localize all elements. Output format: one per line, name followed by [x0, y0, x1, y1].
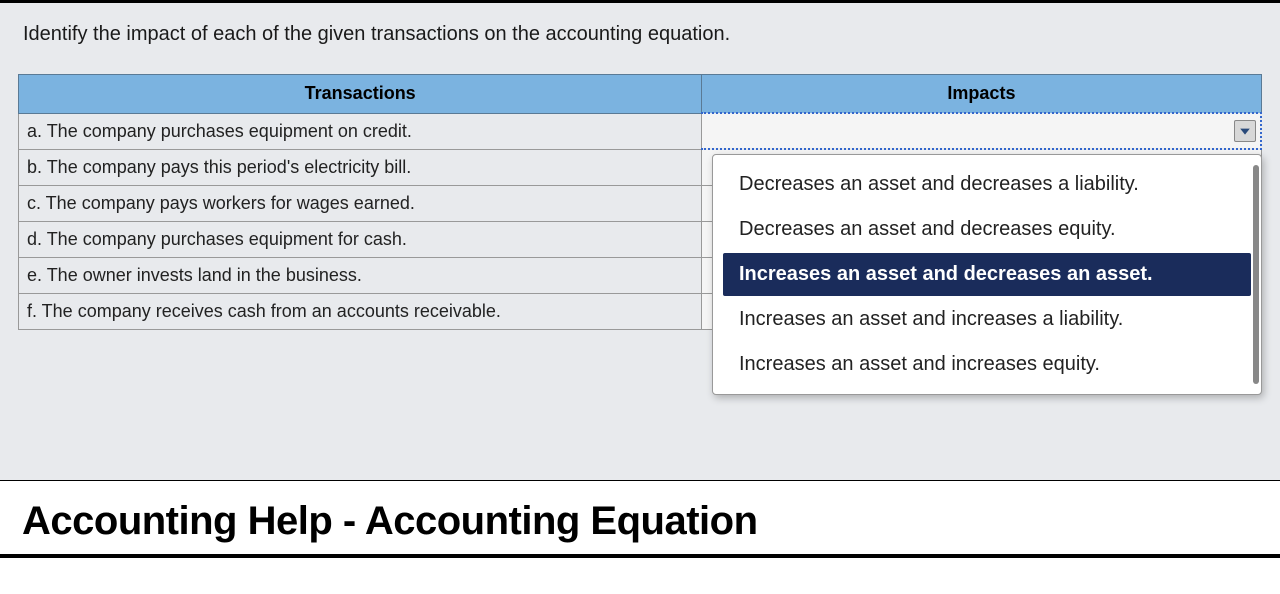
bottom-border [0, 554, 1280, 558]
impact-dropdown-cell[interactable] [702, 113, 1261, 149]
dropdown-panel: Decreases an asset and decreases a liabi… [712, 154, 1262, 395]
dropdown-option-selected[interactable]: Increases an asset and decreases an asse… [723, 253, 1251, 296]
chevron-down-icon [1239, 125, 1251, 137]
caption-text: Accounting Help - Accounting Equation [22, 499, 1258, 544]
instruction-text: Identify the impact of each of the given… [23, 23, 1262, 46]
transaction-cell: d. The company purchases equipment for c… [19, 221, 702, 257]
dropdown-option[interactable]: Increases an asset and increases a liabi… [723, 298, 1251, 341]
transaction-cell: f. The company receives cash from an acc… [19, 293, 702, 329]
dropdown-trigger[interactable] [1234, 120, 1256, 142]
dropdown-option[interactable]: Decreases an asset and decreases a liabi… [723, 163, 1251, 206]
transaction-cell: c. The company pays workers for wages ea… [19, 185, 702, 221]
scrollbar[interactable] [1253, 165, 1259, 384]
header-impacts: Impacts [702, 75, 1261, 114]
caption-bar: Accounting Help - Accounting Equation [0, 480, 1280, 554]
table-wrapper: Transactions Impacts a. The company purc… [18, 74, 1262, 330]
transaction-cell: b. The company pays this period's electr… [19, 149, 702, 185]
dropdown-option[interactable]: Decreases an asset and decreases equity. [723, 208, 1251, 251]
transaction-cell: e. The owner invests land in the busines… [19, 257, 702, 293]
transaction-cell: a. The company purchases equipment on cr… [19, 113, 702, 149]
header-transactions: Transactions [19, 75, 702, 114]
question-panel: Identify the impact of each of the given… [0, 0, 1280, 480]
dropdown-option[interactable]: Increases an asset and increases equity. [723, 343, 1251, 386]
